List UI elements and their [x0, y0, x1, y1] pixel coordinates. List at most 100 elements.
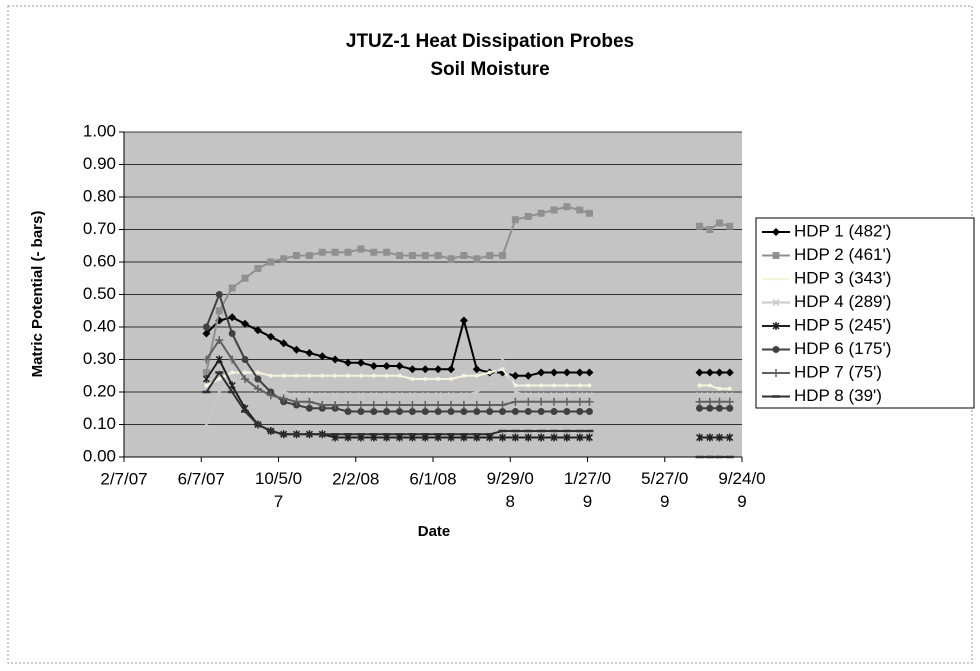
marker-shape [585, 209, 593, 217]
marker [434, 401, 443, 409]
marker [344, 401, 353, 409]
marker-shape [486, 408, 494, 415]
marker [253, 384, 262, 393]
marker-shape [228, 313, 237, 322]
marker [254, 375, 262, 383]
marker [421, 401, 430, 409]
marker [281, 373, 286, 378]
x-tick-label: 10/5/0 7 [255, 469, 302, 511]
marker-shape [371, 373, 376, 378]
x-tick-label: 6/1/08 [409, 469, 456, 488]
marker-shape [576, 408, 584, 415]
marker [472, 365, 481, 374]
marker [356, 358, 365, 367]
marker [228, 313, 237, 322]
marker [241, 356, 249, 363]
marker-shape [331, 355, 340, 364]
marker-shape [230, 370, 235, 375]
marker-shape [397, 373, 402, 378]
marker [449, 377, 454, 381]
x-tick-label-part: 7 [274, 492, 283, 511]
marker-shape [344, 248, 352, 256]
marker [772, 252, 780, 259]
marker [772, 228, 780, 236]
legend-label: HDP 1 (482') [794, 221, 891, 240]
marker-shape [726, 433, 734, 442]
marker-shape [537, 209, 545, 217]
marker [215, 336, 224, 344]
marker [396, 408, 404, 415]
marker-shape [563, 203, 571, 211]
marker-shape [408, 401, 417, 409]
marker [511, 371, 520, 380]
marker-shape [715, 433, 723, 442]
x-tick-label: 2/7/07 [100, 469, 147, 488]
marker-shape [772, 346, 780, 353]
marker [331, 248, 339, 256]
marker [357, 408, 365, 415]
marker-shape [320, 373, 325, 378]
marker [539, 383, 544, 388]
marker [318, 391, 326, 399]
marker [434, 252, 442, 259]
marker-shape [447, 401, 456, 409]
marker [459, 316, 468, 325]
marker [726, 222, 734, 230]
marker [585, 433, 593, 442]
marker-shape [486, 252, 494, 259]
marker [526, 383, 531, 388]
marker [305, 404, 313, 412]
marker [585, 397, 594, 406]
marker-shape [281, 373, 286, 378]
marker-shape [292, 345, 301, 354]
marker [305, 397, 314, 406]
marker-shape [449, 377, 454, 381]
marker [217, 377, 222, 381]
marker [575, 368, 584, 377]
marker-shape [695, 368, 704, 377]
marker-shape [473, 408, 481, 415]
marker-shape [243, 370, 248, 375]
marker [292, 345, 301, 354]
marker [587, 383, 592, 388]
marker [369, 401, 378, 409]
marker [204, 383, 209, 388]
marker [550, 206, 558, 214]
marker [524, 391, 532, 399]
marker-shape [575, 368, 584, 377]
marker [715, 404, 723, 412]
marker [562, 397, 571, 406]
marker-shape [436, 377, 441, 381]
marker [382, 362, 391, 370]
marker-shape [537, 433, 545, 442]
marker [562, 368, 571, 377]
marker [524, 408, 532, 415]
marker [397, 373, 402, 378]
marker [486, 381, 494, 390]
marker-shape [472, 401, 481, 409]
marker-shape [511, 433, 519, 442]
marker-shape [550, 368, 559, 377]
marker-shape [498, 401, 507, 409]
marker [511, 388, 519, 396]
marker [500, 367, 505, 372]
marker [772, 298, 780, 307]
marker [727, 386, 732, 391]
marker [524, 433, 532, 442]
marker [486, 408, 494, 415]
y-tick-label: 0.40 [83, 316, 116, 335]
marker-shape [587, 383, 592, 388]
marker-shape [524, 408, 532, 415]
x-tick-label-part: 10/5/0 [255, 469, 302, 488]
marker [382, 401, 391, 409]
marker [537, 391, 545, 399]
marker-shape [395, 401, 404, 409]
marker-shape [434, 252, 442, 259]
marker [563, 203, 571, 211]
marker-shape [408, 252, 416, 259]
marker-shape [344, 391, 352, 399]
marker [487, 370, 492, 375]
marker-shape [305, 404, 313, 412]
x-axis-label: Date [418, 523, 451, 540]
marker-shape [241, 319, 250, 328]
